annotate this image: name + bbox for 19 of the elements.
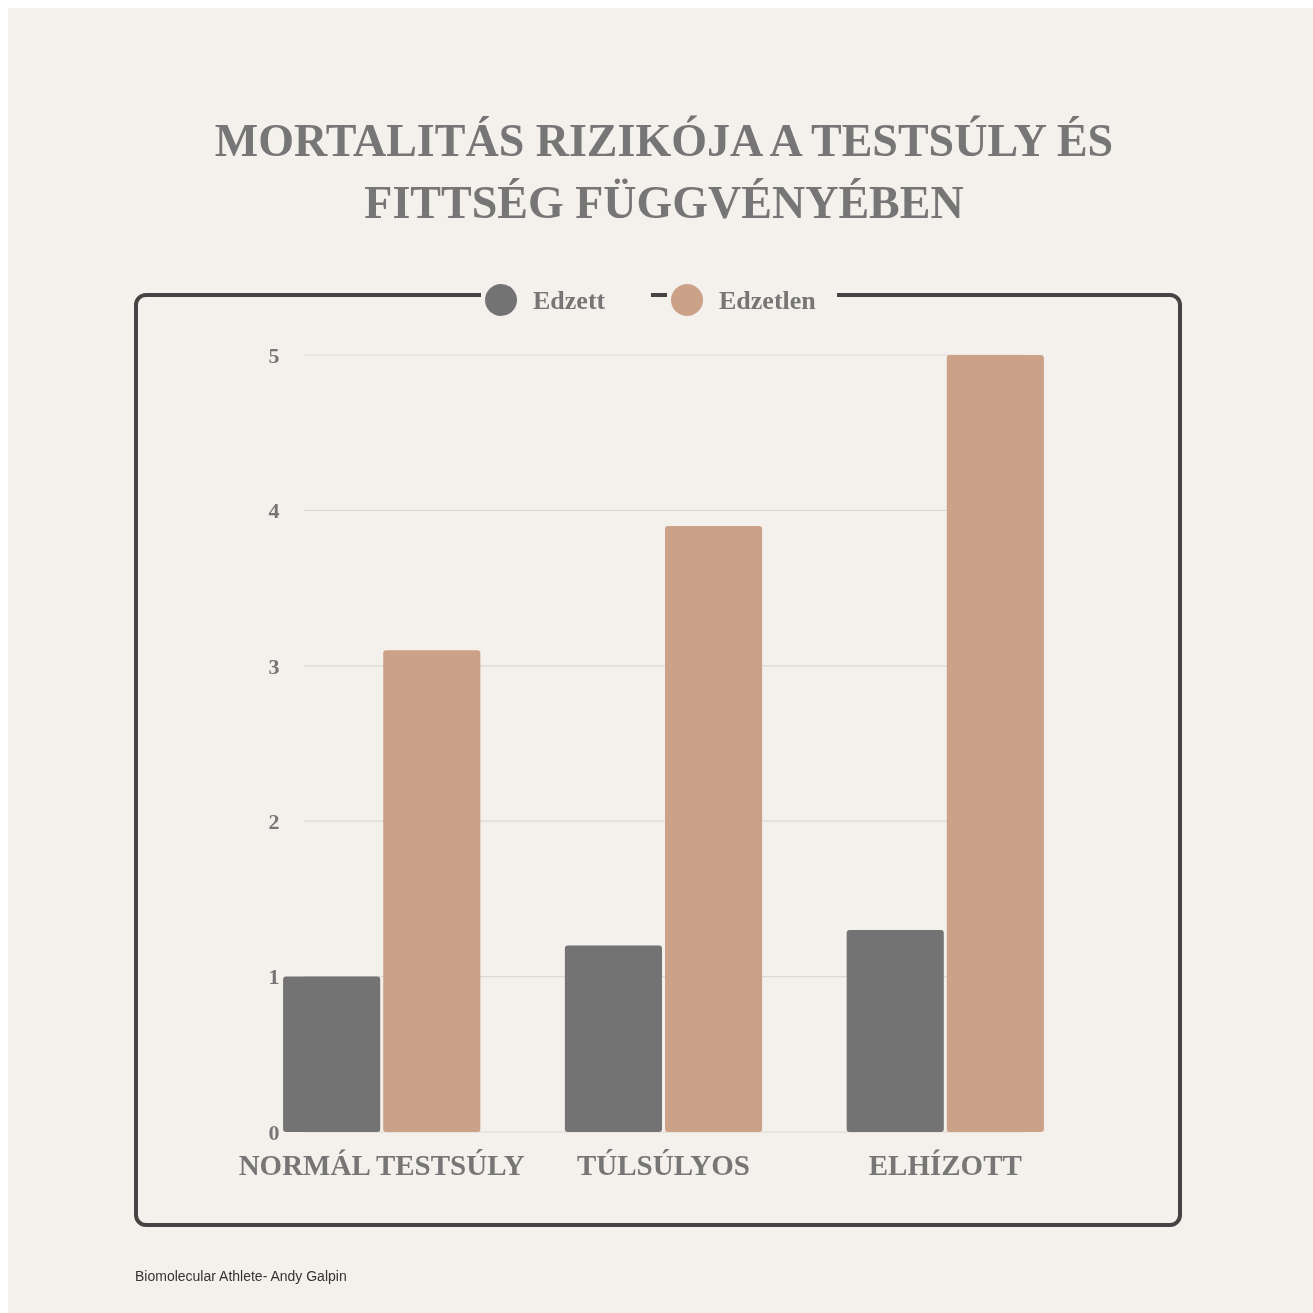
y-tick-label: 4	[268, 498, 280, 524]
bar	[564, 945, 662, 1132]
y-tick-label: 0	[268, 1119, 280, 1145]
x-tick-label: NORMÁL TESTSÚLY	[238, 1149, 525, 1181]
y-tick-label: 2	[268, 808, 280, 834]
legend-label: Edzetlen	[719, 286, 817, 316]
x-tick-label: TÚLSÚLYOS	[576, 1149, 751, 1181]
text: Biomolecular Athlete- Andy Galpin	[135, 1268, 347, 1284]
bar	[283, 976, 381, 1132]
chart-title: MORTALITÁS RIZIKÓJA A TESTSÚLY ÉS FITTSÉG FÜGGVÉNYÉBEN	[214, 115, 1114, 228]
bar	[846, 929, 944, 1132]
y-tick-label: 1	[268, 964, 280, 990]
bar	[665, 525, 763, 1132]
bar	[946, 355, 1044, 1132]
bar	[383, 650, 481, 1132]
x-tick-label: ELHÍZOTT	[868, 1149, 1022, 1181]
legend-label: Edzett	[533, 286, 606, 316]
y-tick-label: 5	[268, 342, 280, 368]
y-tick-label: 3	[268, 653, 280, 679]
